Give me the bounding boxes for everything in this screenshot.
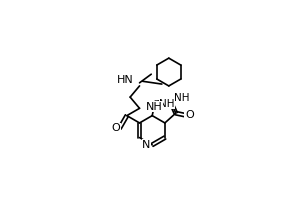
Text: NH: NH	[146, 102, 163, 112]
Text: HN: HN	[117, 75, 134, 85]
Text: NH: NH	[159, 99, 175, 109]
Text: O: O	[185, 110, 194, 120]
Text: N: N	[142, 140, 151, 150]
Text: NH: NH	[174, 93, 189, 103]
Text: O: O	[111, 123, 120, 133]
